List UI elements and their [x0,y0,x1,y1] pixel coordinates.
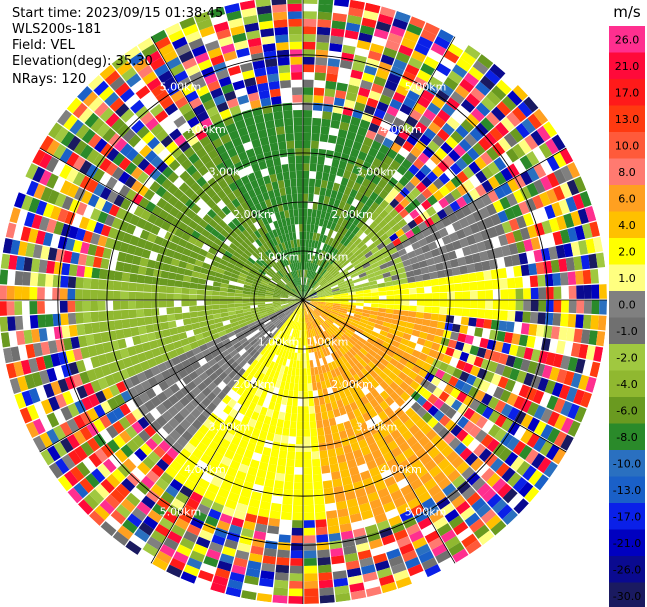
ring-label: 1.00km [307,335,349,348]
start-time-text: Start time: 2023/09/15 01:38:45 [12,6,224,21]
ring-label: 3.00km [356,420,398,433]
colorbar-swatch [609,317,645,344]
ring-label: 5.00km [405,505,447,518]
colorbar-swatch [609,397,645,424]
colorbar-tick-label: -1.0 [616,325,637,338]
colorbar-tick-label: -13.0 [613,484,641,497]
colorbar-unit: m/s [613,3,641,21]
device-name-text: WLS200s-181 [12,22,102,37]
colorbar-swatch [609,450,645,477]
colorbar-swatch [609,185,645,212]
colorbar-swatch [609,529,645,556]
colorbar-tick-label: 10.0 [615,139,640,152]
ring-label: 1.00km [307,251,349,264]
colorbar-tick-label: 17.0 [615,86,640,99]
ring-label: 4.00km [184,463,226,476]
range-rings [0,0,607,604]
azimuth-spoke [302,147,567,301]
ring-label: 2.00km [331,378,373,391]
ring-label: 5.00km [160,505,202,518]
ring-label: 5.00km [160,81,202,94]
ring-label: 4.00km [380,123,422,136]
field-text: Field: VEL [12,38,75,53]
colorbar-swatch [609,158,645,185]
ring-label: 5.00km [405,81,447,94]
colorbar-tick-label: 8.0 [618,166,636,179]
azimuth-spoke [39,299,304,453]
colorbar-tick-label: 0.0 [618,298,636,311]
colorbar-tick-label: -2.0 [616,351,637,364]
colorbar-tick-label: -6.0 [616,404,637,417]
azimuth-spoke [302,36,456,301]
colorbar-swatch [609,291,645,318]
colorbar-swatch [609,370,645,397]
colorbar-tick-label: 21.0 [615,60,640,73]
azimuth-spoke [150,36,304,301]
azimuth-spoke [150,299,304,564]
colorbar-swatch [609,503,645,530]
colorbar-tick-label: 13.0 [615,113,640,126]
ppi-gates [0,0,607,604]
ring-label: 4.00km [184,123,226,136]
colorbar-tick-label: -17.0 [613,510,641,523]
colorbar-tick-label: 1.0 [618,272,636,285]
ring-label: 2.00km [331,208,373,221]
colorbar-swatch [609,26,645,53]
colorbar-tick-label: -26.0 [613,563,641,576]
colorbar-swatch [609,132,645,159]
nrays-text: NRays: 120 [12,72,87,87]
colorbar-swatch [609,582,645,607]
colorbar-tick-label: -30.0 [613,590,641,603]
colorbar-tick-label: -21.0 [613,537,641,550]
colorbar-swatch [609,556,645,583]
ring-label: 3.00km [209,420,251,433]
ring-label: 2.00km [233,208,275,221]
colorbar-swatch [609,476,645,503]
colorbar-swatch [609,423,645,450]
colorbar-swatch [609,79,645,106]
colorbar-swatch [609,52,645,79]
colorbar-swatch [609,105,645,132]
colorbar-tick-label: 2.0 [618,245,636,258]
azimuth-spoke [302,299,456,564]
ring-label: 1.00km [258,335,300,348]
elevation-text: Elevation(deg): 35.30 [12,54,153,69]
colorbar-tick-label: -4.0 [616,378,637,391]
colorbar-tick-label: -8.0 [616,431,637,444]
colorbar-tick-label: 6.0 [618,192,636,205]
azimuth-spoke [39,147,304,301]
colorbar-swatch [609,238,645,265]
colorbar-swatch [609,344,645,371]
colorbar-tick-label: 4.0 [618,219,636,232]
ring-label: 3.00km [356,166,398,179]
colorbar: m/s 26.0 21.0 17.0 13.0 10.0 8.0 6.0 4.0 2.0 1.0 0.… [609,3,645,607]
ring-label: 4.00km [380,463,422,476]
ring-label: 3.00km [209,166,251,179]
azimuth-spoke [302,299,567,453]
ring-label: 2.00km [233,378,275,391]
colorbar-tick-label: -10.0 [613,457,641,470]
ring-label: 1.00km [258,251,300,264]
colorbar-swatch [609,211,645,238]
ring-labels: 1.00km 1.00km 1.00km 1.00km 2.00km 2.00km 2.00… [160,81,447,519]
colorbar-swatch [609,264,645,291]
colorbar-tick-label: 26.0 [615,33,640,46]
